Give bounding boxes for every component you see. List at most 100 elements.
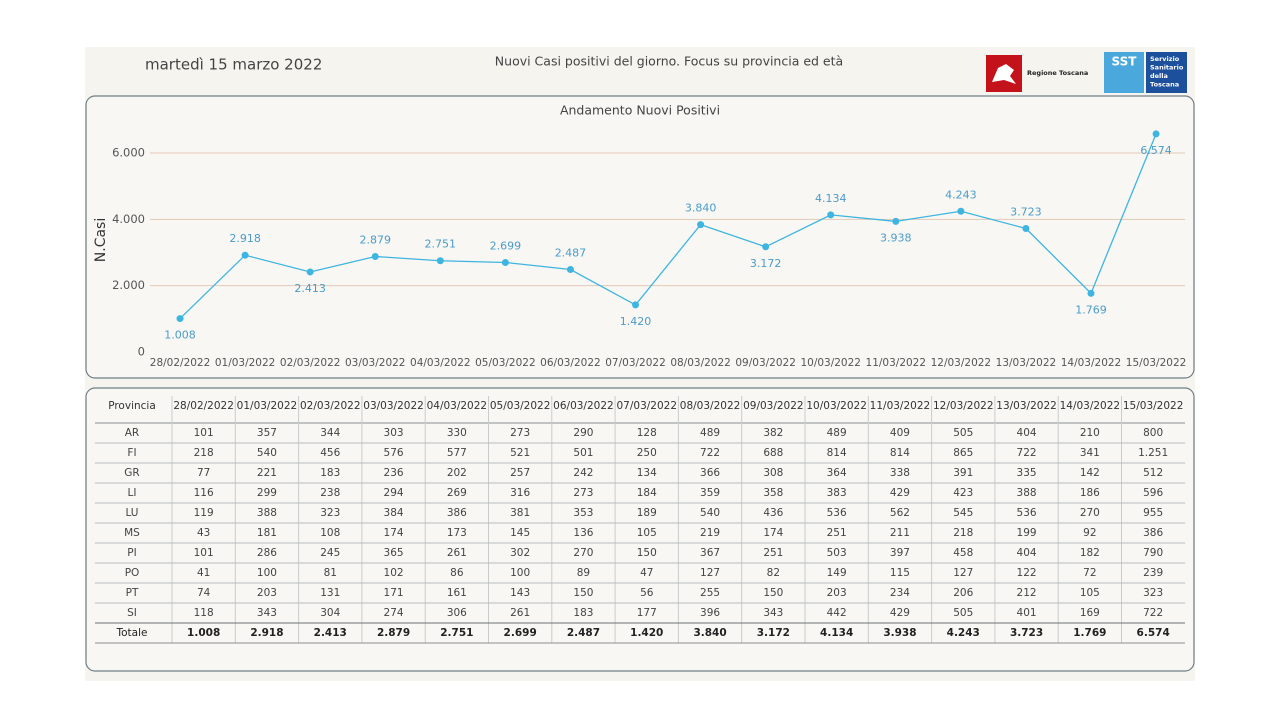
cell: 134 [637,467,657,479]
cell: 273 [573,487,593,499]
header-cell: 12/03/2022 [933,400,994,412]
data-label: 3.840 [685,202,717,215]
cell: 100 [257,567,277,579]
cell: 364 [827,467,847,479]
y-tick-label: 4.000 [112,212,145,226]
cell: 171 [384,587,404,599]
cell: 409 [890,427,910,439]
data-label: 1.769 [1075,303,1107,316]
y-tick-label: 6.000 [112,145,145,159]
chart-title: Andamento Nuovi Positivi [560,103,720,118]
header-cell: 01/03/2022 [237,400,298,412]
cell: 489 [827,427,847,439]
cell: 145 [510,527,530,539]
cell: 442 [827,607,847,619]
cell: 210 [1080,427,1100,439]
cell: 255 [700,587,720,599]
cell: 183 [320,467,340,479]
data-label: 2.918 [229,232,261,245]
data-label: 2.699 [490,239,522,252]
total-cell: 4.243 [947,627,980,639]
total-cell: 6.574 [1137,627,1170,639]
cell: 234 [890,587,910,599]
cell: 177 [637,607,657,619]
x-tick-label: 03/03/2022 [345,357,406,369]
cell: 396 [700,607,720,619]
cell: 382 [763,427,783,439]
data-label: 1.420 [620,315,652,328]
cell: 128 [637,427,657,439]
cell: 596 [1143,487,1163,499]
cell: 391 [953,467,973,479]
cell: 72 [1083,567,1096,579]
cell: 316 [510,487,530,499]
cell: 236 [384,467,404,479]
cell: 174 [763,527,783,539]
cell: 338 [890,467,910,479]
cell: 184 [637,487,657,499]
cell: 161 [447,587,467,599]
cell: 131 [320,587,340,599]
header-cell: 28/02/2022 [173,400,234,412]
cell: 335 [1017,467,1037,479]
cell: 122 [1017,567,1037,579]
x-tick-label: 28/02/2022 [150,357,211,369]
header-cell: Provincia [108,400,156,412]
cell: 257 [510,467,530,479]
cell: 489 [700,427,720,439]
cell: 242 [573,467,593,479]
cell: 108 [320,527,340,539]
table-card [85,387,1195,672]
cell: 189 [637,507,657,519]
header-cell: 06/03/2022 [553,400,614,412]
point [892,217,900,225]
x-tick-label: 05/03/2022 [475,357,536,369]
cell: 353 [573,507,593,519]
cell: 536 [1017,507,1037,519]
cell: 86 [450,567,464,579]
total-cell: 2.699 [504,627,537,639]
cell: 261 [447,547,467,559]
cell: 429 [890,487,910,499]
cell: 294 [384,487,404,499]
header-cell: 08/03/2022 [680,400,741,412]
data-label: 2.751 [425,238,457,251]
logo-text: Servizio [1150,55,1180,63]
y-tick-label: 2.000 [112,278,145,292]
cell: 186 [1080,487,1100,499]
cell: 304 [320,607,340,619]
total-cell: 1.769 [1073,627,1106,639]
cell: 286 [257,547,277,559]
cell: 343 [257,607,277,619]
cell: 358 [763,487,783,499]
data-label: 2.487 [555,247,587,260]
cell: 105 [637,527,657,539]
point [1022,225,1030,233]
cell: 43 [197,527,210,539]
cell: 388 [1017,487,1037,499]
cell: 404 [1017,547,1037,559]
total-cell: 4.134 [820,627,853,639]
cell: 183 [573,607,593,619]
cell: 211 [890,527,910,539]
cell: 219 [700,527,720,539]
x-tick-label: 07/03/2022 [605,357,666,369]
chart-card [85,95,1195,379]
cell: 512 [1143,467,1163,479]
cell: 323 [320,507,340,519]
page-title: Nuovi Casi positivi del giorno. Focus su… [495,54,843,69]
cell: 92 [1083,527,1096,539]
total-cell: 3.723 [1010,627,1043,639]
cell: 359 [700,487,720,499]
cell: 270 [573,547,593,559]
cell: 101 [194,427,214,439]
cell: 116 [194,487,214,499]
cell: 386 [447,507,467,519]
cell: 323 [1143,587,1163,599]
cell: 955 [1143,507,1163,519]
header-cell: 14/03/2022 [1060,400,1121,412]
cell: 118 [194,607,214,619]
logo-text: della [1150,72,1168,80]
header-cell: 04/03/2022 [427,400,488,412]
